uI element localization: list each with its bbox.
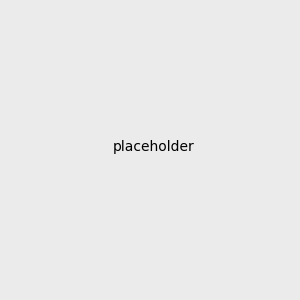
- Text: placeholder: placeholder: [113, 140, 195, 154]
